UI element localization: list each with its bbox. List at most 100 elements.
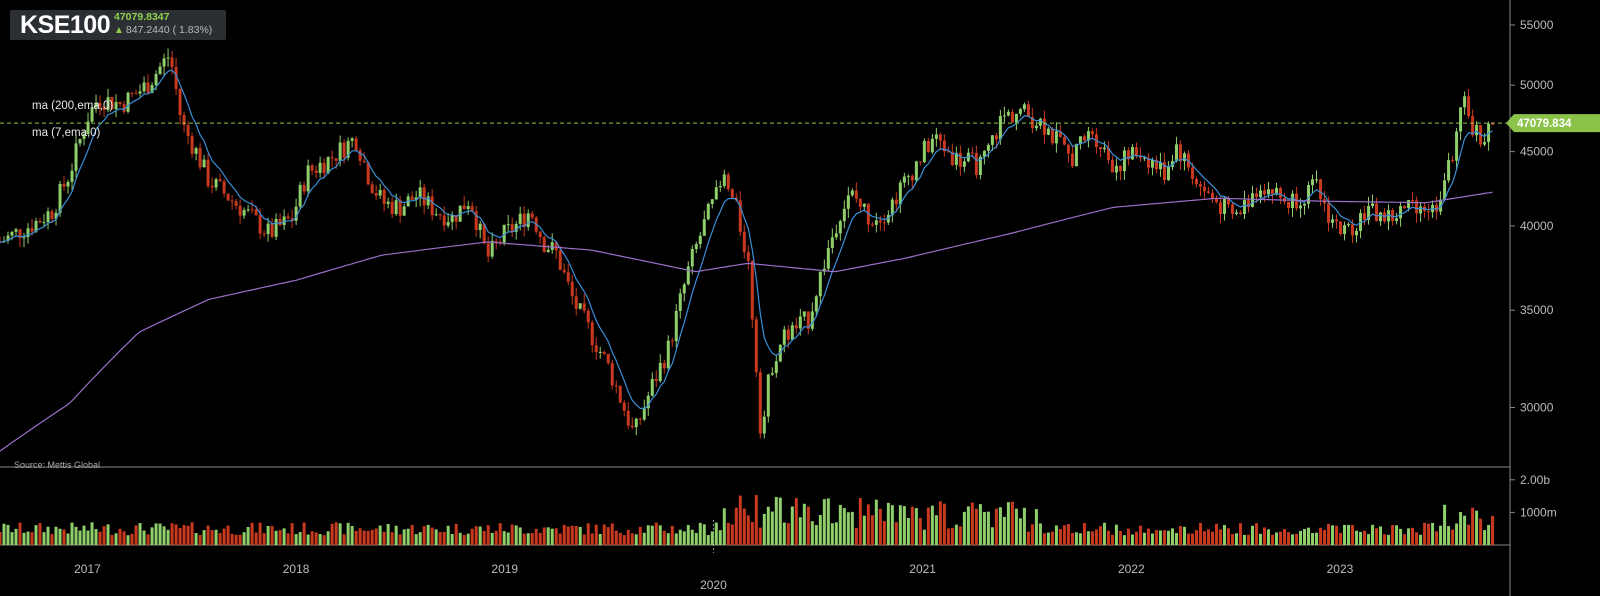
candle-up bbox=[598, 351, 602, 353]
volume-bar bbox=[430, 527, 434, 545]
volume-bar bbox=[1170, 528, 1174, 545]
ticker-symbol: KSE100 bbox=[20, 11, 111, 39]
candle-down bbox=[310, 165, 314, 171]
candle-down bbox=[438, 214, 442, 216]
candle-down bbox=[1435, 204, 1439, 212]
volume-bar bbox=[686, 525, 690, 545]
candle-up bbox=[1174, 144, 1178, 162]
volume-bar bbox=[162, 526, 166, 545]
candle-down bbox=[1319, 179, 1323, 200]
volume-bar bbox=[1363, 530, 1367, 545]
volume-bar bbox=[1270, 534, 1274, 545]
price-tick-label: 45000 bbox=[1520, 145, 1554, 159]
ma200-label[interactable]: ma (200,ema,0) bbox=[32, 100, 114, 112]
volume-bar bbox=[534, 528, 538, 545]
candle-down bbox=[1050, 128, 1054, 144]
candle-up bbox=[150, 85, 154, 93]
volume-bar bbox=[102, 526, 106, 545]
candle-down bbox=[1467, 96, 1471, 117]
volume-bar bbox=[1375, 528, 1379, 545]
candle-up bbox=[1447, 160, 1451, 181]
candle-up bbox=[214, 179, 218, 188]
candle-up bbox=[978, 156, 982, 175]
ma7-label[interactable]: ma (7,ema,0) bbox=[32, 127, 101, 139]
volume-bar bbox=[870, 515, 874, 545]
volume-bar bbox=[730, 524, 734, 545]
volume-bar bbox=[150, 527, 154, 545]
volume-bar bbox=[1226, 528, 1230, 545]
volume-bar bbox=[674, 533, 678, 545]
volume-bar bbox=[98, 531, 102, 545]
volume-bar bbox=[118, 528, 122, 545]
volume-bar bbox=[1258, 533, 1262, 545]
volume-bar bbox=[314, 532, 318, 545]
candle-up bbox=[158, 66, 162, 74]
volume-bar bbox=[630, 533, 634, 545]
volume-bar bbox=[1194, 530, 1198, 545]
volume-bar bbox=[78, 530, 82, 545]
volume-bar bbox=[638, 526, 642, 545]
last-price-tag-label: 47079.834 bbox=[1517, 118, 1572, 130]
volume-bar bbox=[0, 532, 2, 545]
candle-down bbox=[1206, 191, 1210, 193]
candle-down bbox=[254, 209, 258, 216]
volume-bar bbox=[122, 531, 126, 545]
volume-bar bbox=[802, 503, 806, 545]
volume-bar bbox=[722, 508, 726, 545]
volume-bar bbox=[1399, 528, 1403, 545]
volume-bar bbox=[302, 522, 306, 545]
volume-bar bbox=[502, 531, 506, 545]
candle-down bbox=[570, 281, 574, 297]
volume-bar bbox=[1190, 533, 1194, 545]
volume-bar bbox=[642, 532, 646, 545]
volume-bar bbox=[1178, 526, 1182, 545]
candle-down bbox=[878, 220, 882, 223]
volume-bar bbox=[1134, 531, 1138, 545]
candle-up bbox=[798, 316, 802, 329]
candle-up bbox=[338, 142, 342, 161]
candle-down bbox=[610, 363, 614, 386]
volume-bar bbox=[1347, 524, 1351, 545]
candle-down bbox=[758, 372, 762, 434]
volume-bar bbox=[706, 535, 710, 545]
volume-bar bbox=[570, 525, 574, 545]
candle-up bbox=[242, 210, 246, 216]
candle-down bbox=[630, 425, 634, 428]
candle-up bbox=[550, 242, 554, 250]
volume-bar bbox=[774, 496, 778, 545]
candle-down bbox=[330, 157, 334, 159]
candle-up bbox=[502, 224, 506, 243]
volume-bar bbox=[582, 534, 586, 545]
volume-bar bbox=[138, 523, 142, 545]
candle-up bbox=[46, 211, 50, 223]
candle-up bbox=[14, 229, 18, 232]
candle-up bbox=[518, 213, 522, 224]
candle-up bbox=[1355, 230, 1359, 236]
candle-down bbox=[1254, 193, 1258, 198]
volume-bar bbox=[362, 530, 366, 545]
volume-bar bbox=[322, 535, 326, 545]
volume-bar bbox=[426, 524, 430, 545]
candle-up bbox=[506, 224, 510, 226]
candle-down bbox=[50, 211, 54, 219]
time-tick-label: 2021 bbox=[909, 562, 936, 576]
volume-bar bbox=[1174, 533, 1178, 545]
volume-bar bbox=[86, 530, 90, 545]
volume-bar bbox=[422, 526, 426, 545]
candle-down bbox=[786, 329, 790, 340]
candle-up bbox=[818, 271, 822, 297]
candle-down bbox=[250, 209, 254, 211]
candle-down bbox=[938, 134, 942, 141]
volume-bar bbox=[1010, 501, 1014, 545]
candle-down bbox=[946, 151, 950, 153]
volume-bar bbox=[1331, 525, 1335, 545]
candle-up bbox=[526, 213, 530, 228]
volume-bar bbox=[1026, 531, 1030, 545]
candle-up bbox=[386, 201, 390, 204]
candle-down bbox=[1126, 150, 1130, 160]
candle-up bbox=[1014, 113, 1018, 123]
candle-up bbox=[902, 176, 906, 183]
volume-bar bbox=[578, 526, 582, 545]
candle-up bbox=[114, 102, 118, 110]
